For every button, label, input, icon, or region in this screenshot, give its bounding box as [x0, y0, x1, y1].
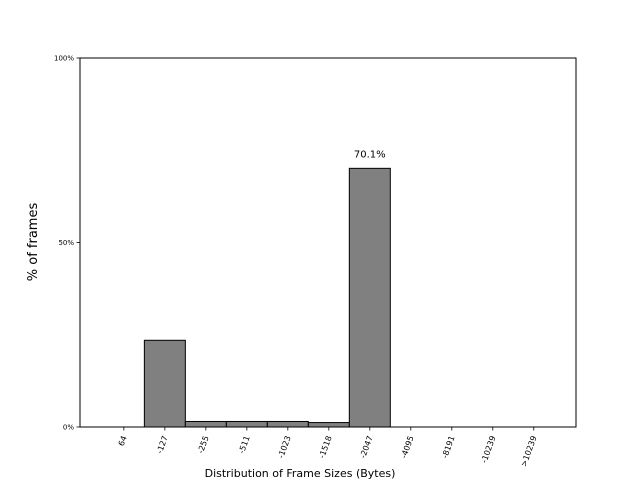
x-tick-label: -4095 [399, 435, 415, 460]
y-tick-label: 50% [58, 239, 74, 247]
x-tick-label: 64 [117, 435, 129, 448]
value-label: 70.1% [354, 149, 386, 160]
y-tick-label: 0% [63, 424, 74, 432]
x-tick-label: -255 [196, 435, 211, 455]
x-tick-label: -10239 [480, 435, 498, 465]
y-tick-label: 100% [54, 55, 74, 63]
y-axis-label: % of frames [26, 203, 41, 282]
x-tick-label: -127 [155, 435, 170, 455]
x-tick-label: >10239 [519, 435, 538, 468]
bar [143, 339, 186, 428]
x-tick-label: -2047 [358, 435, 374, 460]
x-tick-label: -511 [237, 435, 252, 455]
bar [307, 422, 350, 428]
x-tick-label: -1023 [276, 435, 292, 460]
bar [348, 167, 391, 428]
x-axis-label: Distribution of Frame Sizes (Bytes) [205, 467, 396, 480]
bar [184, 420, 227, 428]
bar [225, 420, 268, 428]
plot-frame [79, 57, 577, 428]
x-tick-label: -1518 [317, 435, 333, 460]
x-tick-label: -8191 [440, 435, 456, 460]
bar [266, 420, 309, 428]
